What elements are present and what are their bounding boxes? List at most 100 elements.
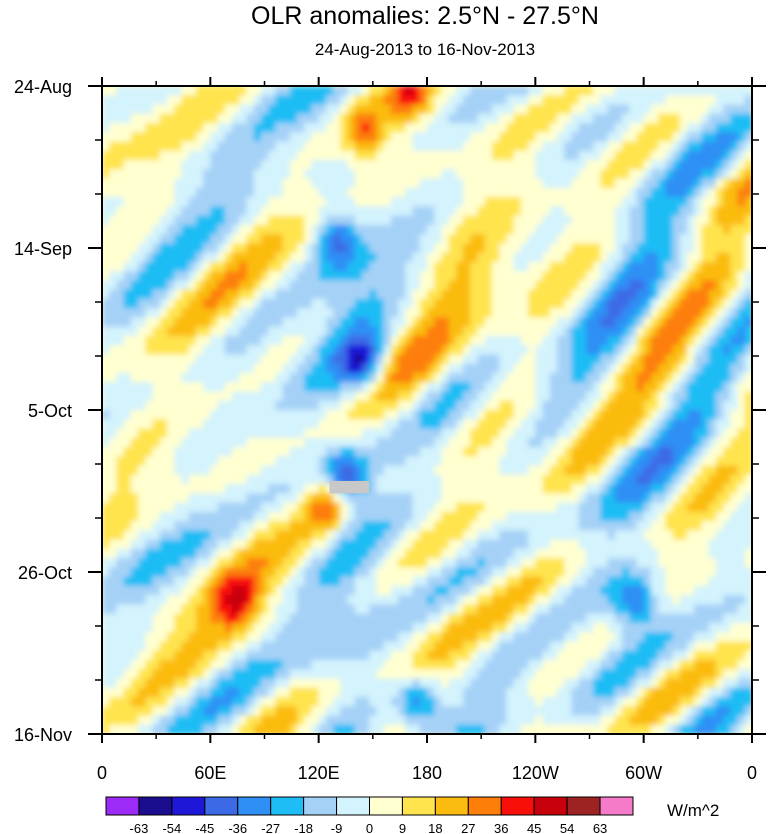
field-cell (130, 298, 140, 310)
field-cell (434, 474, 443, 485)
field-cell (557, 474, 566, 485)
field-cell (188, 187, 197, 198)
field-cell (715, 86, 725, 97)
field-cell (549, 567, 558, 578)
field-cell (434, 372, 443, 384)
field-cell (390, 530, 400, 541)
field-cell (607, 169, 616, 180)
field-cell (578, 234, 587, 245)
field-cell (398, 206, 407, 217)
field-cell (239, 261, 248, 273)
field-cell (188, 298, 197, 310)
field-cell (730, 391, 739, 402)
field-cell (499, 354, 508, 365)
field-cell (174, 391, 183, 402)
field-cell (369, 289, 378, 300)
field-cell (325, 326, 335, 337)
field-cell (376, 539, 385, 550)
field-cell (167, 197, 176, 208)
field-cell (600, 224, 609, 236)
field-cell (354, 289, 363, 300)
field-cell (239, 252, 248, 263)
field-cell (679, 197, 688, 208)
field-cell (130, 372, 140, 384)
field-cell (679, 419, 688, 430)
field-cell (513, 160, 522, 171)
field-cell (441, 169, 450, 180)
field-cell (708, 521, 717, 532)
field-cell (687, 308, 696, 319)
field-cell (535, 419, 544, 430)
field-cell (325, 428, 335, 439)
field-cell (398, 308, 407, 319)
field-cell (737, 484, 746, 495)
field-cell (650, 206, 660, 217)
field-cell (369, 400, 378, 411)
field-cell (268, 530, 277, 541)
field-cell (715, 382, 725, 393)
field-cell (549, 335, 558, 347)
field-cell (737, 474, 746, 485)
field-cell (282, 243, 291, 254)
field-cell (102, 437, 111, 448)
field-cell (520, 428, 530, 439)
field-cell (181, 234, 190, 245)
field-cell (318, 206, 327, 217)
field-cell (593, 123, 602, 134)
field-cell (102, 363, 111, 374)
field-cell (744, 456, 752, 467)
field-cell (607, 502, 616, 513)
field-cell (557, 567, 566, 578)
field-cell (333, 123, 342, 134)
field-cell (412, 206, 421, 217)
field-cell (232, 354, 241, 365)
field-cell (340, 456, 349, 467)
field-cell (470, 419, 479, 430)
field-cell (325, 132, 335, 143)
field-cell (275, 86, 284, 97)
field-cell (311, 132, 320, 143)
field-cell (506, 197, 515, 208)
field-cell (138, 150, 147, 161)
field-cell (116, 215, 125, 226)
field-cell (571, 160, 580, 171)
field-cell (390, 224, 400, 236)
field-cell (687, 354, 696, 365)
field-cell (188, 178, 197, 189)
field-cell (701, 474, 710, 485)
field-cell (130, 400, 140, 411)
field-cell (614, 548, 623, 560)
field-cell (224, 95, 233, 106)
field-cell (253, 113, 262, 124)
field-cell (311, 271, 320, 282)
field-cell (434, 567, 443, 578)
field-cell (665, 530, 674, 541)
field-cell (520, 243, 530, 254)
field-cell (123, 548, 132, 560)
field-cell (600, 252, 609, 263)
field-cell (398, 511, 407, 522)
field-cell (448, 160, 457, 171)
field-cell (470, 197, 479, 208)
field-cell (643, 558, 652, 569)
field-cell (188, 595, 197, 606)
field-cell (289, 261, 298, 273)
field-cell (549, 280, 558, 291)
field-cell (369, 113, 378, 124)
field-cell (289, 437, 298, 448)
field-cell (123, 160, 132, 171)
field-cell (477, 511, 486, 522)
field-cell (730, 410, 739, 421)
field-cell (130, 382, 140, 393)
field-cell (203, 493, 212, 504)
field-cell (203, 595, 212, 606)
field-cell (520, 95, 530, 106)
field-cell (152, 261, 161, 273)
field-cell (600, 345, 609, 356)
field-cell (289, 465, 298, 476)
field-cell (650, 178, 660, 189)
field-cell (116, 372, 125, 384)
field-cell (260, 243, 270, 254)
field-cell (679, 95, 688, 106)
field-cell (427, 576, 436, 587)
